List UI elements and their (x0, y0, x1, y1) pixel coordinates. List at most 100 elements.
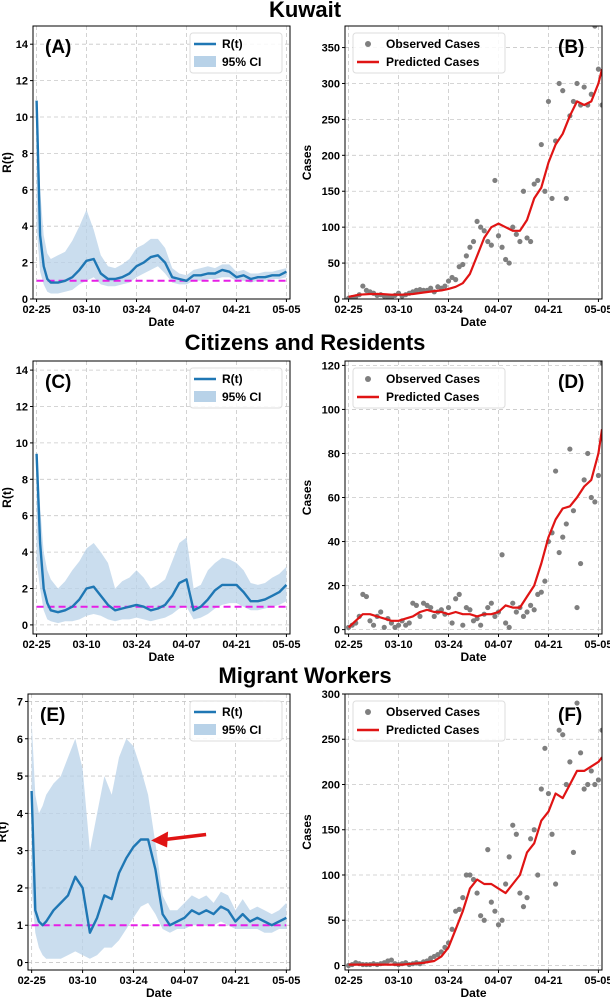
observed-point (563, 195, 569, 202)
observed-point (538, 589, 544, 595)
observed-point (474, 218, 480, 225)
observed-point (445, 278, 452, 284)
x-axis-label: Date (148, 315, 174, 329)
observed-point (506, 260, 512, 266)
observed-point (474, 615, 480, 622)
y-tick-label: 350 (322, 43, 340, 55)
y-tick-label: 100 (322, 404, 340, 416)
observed-point (453, 277, 459, 283)
plot-area (345, 700, 602, 969)
observed-point (570, 508, 577, 514)
legend-label: R(t) (222, 372, 243, 386)
observed-point (549, 195, 555, 202)
rt-line (35, 453, 288, 614)
observed-point (599, 361, 602, 366)
panel-letter: (D) (558, 372, 584, 393)
observed-point (510, 822, 516, 828)
observed-point (588, 768, 594, 774)
observed-point (378, 609, 384, 615)
rt-line (35, 100, 287, 284)
observed-point (531, 181, 537, 187)
y-tick-label: 4 (17, 808, 24, 820)
y-tick-label: 10 (16, 112, 28, 124)
observed-point (538, 141, 544, 148)
observed-point (456, 591, 462, 597)
axes-frame (32, 360, 291, 635)
y-tick-label: 6 (22, 185, 28, 197)
y-tick-label: 7 (17, 696, 23, 708)
observed-point (517, 890, 523, 896)
observed-point (492, 908, 498, 914)
x-tick-label: 03-24 (122, 639, 151, 651)
legend: R(t) 95% CI (189, 367, 283, 409)
observed-point (488, 899, 494, 905)
x-tick-label: 04-21 (221, 975, 249, 987)
observed-point (570, 98, 577, 105)
observed-point (556, 549, 562, 556)
observed-point (592, 499, 598, 505)
observed-point (492, 613, 498, 619)
x-tick-label: 04-07 (170, 975, 198, 987)
x-tick-label: 02-25 (334, 639, 362, 651)
plot-area (35, 453, 288, 624)
observed-point (528, 602, 534, 608)
observed-point (495, 233, 502, 239)
observed-point (520, 188, 527, 194)
x-tick-label: 05-05 (584, 304, 610, 316)
row-title-kuwait: Kuwait (269, 0, 342, 22)
x-tick-label: 03-24 (434, 975, 463, 987)
ci-band (36, 100, 287, 294)
observed-point (535, 872, 541, 878)
legend-box (352, 367, 506, 409)
panel-a: 02-25 03-10 03-24 04-07 04-21 05-05 0 2 4 6 8 10 12 1… (0, 25, 301, 329)
y-tick-label: 80 (328, 448, 340, 460)
x-axis-label: Date (460, 650, 486, 664)
y-axis-label: R(t) (0, 152, 14, 173)
observed-point (363, 593, 370, 600)
y-tick-label: 6 (22, 511, 28, 523)
y-tick-label: 3 (17, 846, 23, 858)
observed-point (528, 238, 534, 245)
x-tick-label: 03-10 (72, 304, 100, 316)
x-tick-label: 03-24 (119, 975, 148, 987)
x-tick-label: 02-25 (334, 975, 362, 987)
panel-letter: (F) (558, 705, 582, 726)
legend-label: Observed Cases (386, 37, 480, 51)
observed-point (503, 256, 509, 263)
observed-point (545, 790, 552, 797)
observed-point (463, 253, 469, 259)
observed-point (574, 604, 580, 611)
observed-point (549, 831, 555, 837)
observed-point (574, 700, 580, 706)
y-tick-label: 200 (322, 779, 340, 791)
y-tick-label: 5 (17, 771, 23, 783)
legend-swatch-ci (194, 391, 216, 402)
observed-point (513, 609, 519, 615)
row-title-citizens-residents: Citizens and Residents (185, 330, 426, 355)
legend-swatch-ci (194, 724, 216, 735)
observed-point (388, 957, 395, 963)
observed-point (499, 917, 505, 923)
y-axis-label: Cases (300, 480, 314, 516)
observed-point (456, 906, 462, 912)
observed-point (552, 468, 559, 474)
observed-point (470, 238, 477, 245)
observed-point (503, 620, 509, 626)
x-tick-label: 04-21 (222, 304, 250, 316)
x-tick-label: 05-05 (272, 975, 300, 987)
plot-area (345, 26, 602, 299)
y-tick-label: 250 (322, 114, 340, 126)
y-tick-label: 0 (22, 620, 28, 632)
predicted-line (348, 68, 602, 298)
observed-point (560, 732, 566, 738)
legend-label: R(t) (222, 37, 243, 51)
observed-point (467, 607, 473, 613)
annotation-arrow-shaft (164, 832, 207, 842)
observed-point (577, 560, 584, 567)
row-title-migrant-workers: Migrant Workers (218, 663, 391, 688)
y-tick-label: 60 (328, 493, 340, 505)
x-tick-label: 05-05 (584, 639, 610, 651)
observed-point (560, 88, 566, 94)
y-tick-label: 150 (322, 186, 340, 198)
y-tick-label: 0 (334, 294, 340, 306)
